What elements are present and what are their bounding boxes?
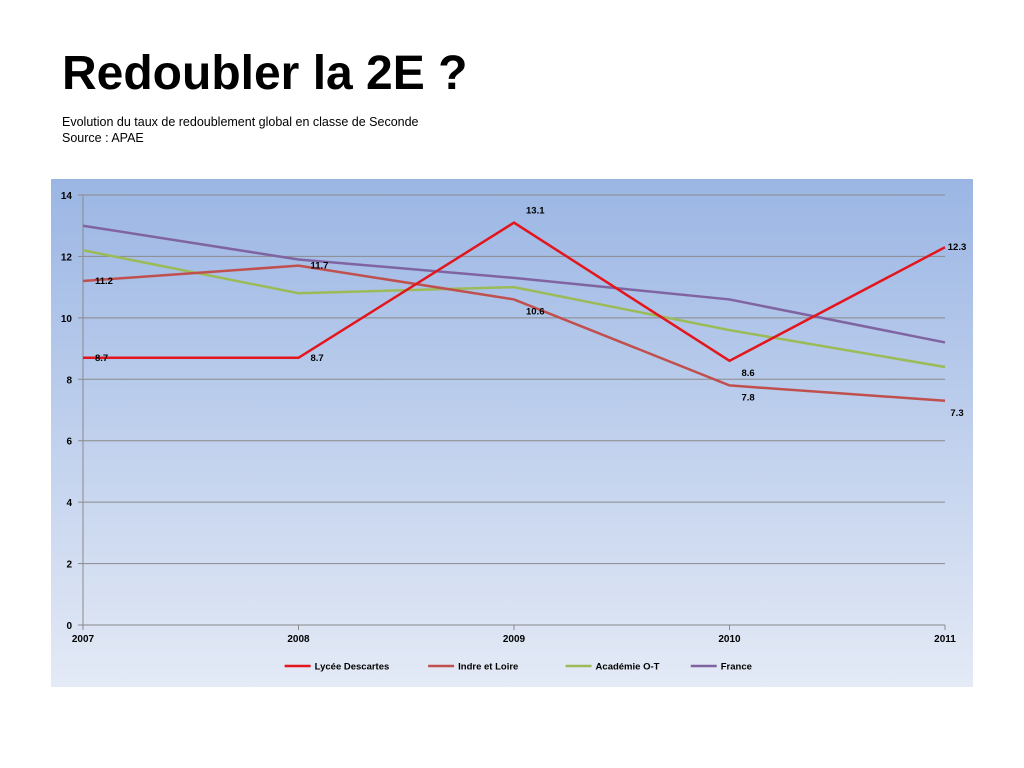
data-label: 8.6 bbox=[742, 368, 755, 379]
y-tick-label: 6 bbox=[66, 437, 72, 448]
legend-label: Indre et Loire bbox=[458, 662, 518, 673]
y-tick-label: 12 bbox=[61, 252, 73, 263]
chart-subtitle: Evolution du taux de redoublement global… bbox=[62, 115, 419, 129]
x-tick-label: 2007 bbox=[72, 634, 95, 645]
data-label: 12.3 bbox=[948, 242, 967, 253]
y-tick-label: 4 bbox=[66, 498, 72, 509]
y-tick-label: 0 bbox=[66, 621, 72, 632]
chart-background bbox=[51, 179, 973, 687]
legend-item-lyc-e-descartes: Lycée Descartes bbox=[284, 662, 390, 673]
legend: Lycée Descartes Indre et Loire Académie O-… bbox=[284, 662, 752, 673]
data-label: 7.3 bbox=[950, 408, 963, 419]
source-note: Source : APAE bbox=[62, 131, 144, 145]
series-lines bbox=[82, 221, 946, 403]
axes: 0 2 4 6 8 10 12 14 2007 2008 2009 2010 2011 bbox=[61, 191, 956, 645]
legend-label: France bbox=[721, 662, 752, 673]
legend-item-acad-mie-o-t: Académie O-T bbox=[565, 662, 660, 673]
data-label: 7.8 bbox=[742, 392, 755, 403]
legend-item-france: France bbox=[690, 662, 752, 673]
y-tick-label: 14 bbox=[61, 191, 73, 202]
series-line-lyc-e-descartes bbox=[83, 221, 946, 363]
legend-label: Lycée Descartes bbox=[315, 662, 390, 673]
y-tick-label: 10 bbox=[61, 314, 73, 325]
y-tick-label: 2 bbox=[66, 560, 72, 571]
series-line-acad-mie-o-t bbox=[82, 249, 946, 369]
data-label: 8.7 bbox=[311, 353, 324, 364]
data-label: 11.7 bbox=[311, 261, 329, 272]
line-chart: 0 2 4 6 8 10 12 14 2007 2008 2009 2010 2011 8.7 8.7 13… bbox=[51, 179, 973, 687]
x-tick-label: 2011 bbox=[934, 634, 956, 645]
y-tick-label: 8 bbox=[66, 375, 72, 386]
legend-item-indre-et-loire: Indre et Loire bbox=[428, 662, 518, 673]
page-title: Redoubler la 2E ? bbox=[62, 47, 468, 100]
data-label: 11.2 bbox=[95, 276, 113, 287]
series-line-france bbox=[82, 224, 946, 344]
gridlines bbox=[83, 194, 945, 626]
x-tick-label: 2008 bbox=[287, 634, 310, 645]
data-label: 10.6 bbox=[526, 306, 545, 317]
legend-label: Académie O-T bbox=[596, 662, 660, 673]
data-label: 13.1 bbox=[526, 206, 545, 217]
x-tick-label: 2010 bbox=[718, 634, 741, 645]
series-line-indre-et-loire bbox=[82, 264, 946, 403]
data-label: 8.7 bbox=[95, 353, 108, 364]
data-labels: 8.7 8.7 13.1 8.6 12.3 11.2 11.7 10.6 7.8 7.3 bbox=[95, 206, 966, 419]
x-tick-label: 2009 bbox=[503, 634, 526, 645]
